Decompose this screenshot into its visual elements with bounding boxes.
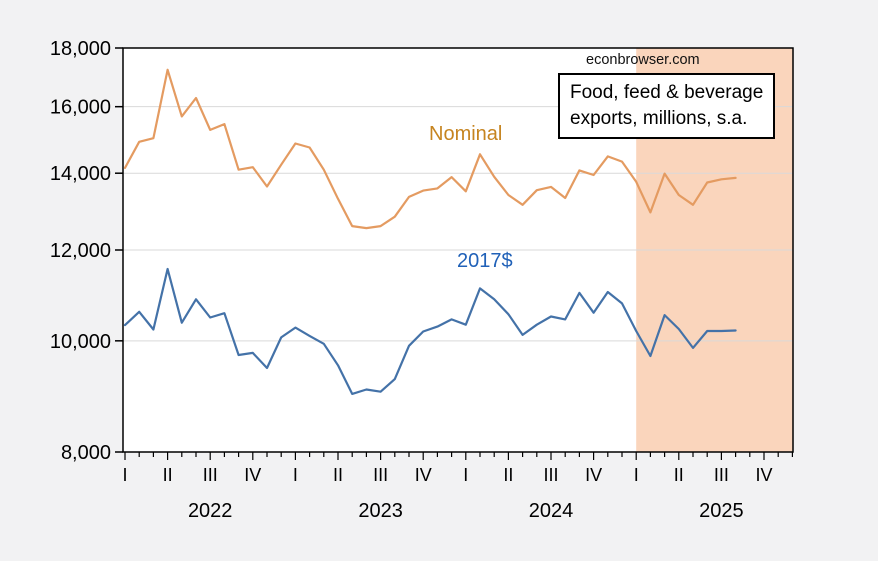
chart-title-line2: exports, millions, s.a. [570, 108, 748, 129]
year-tick-label: 2023 [358, 500, 403, 522]
quarter-tick-label: III [203, 465, 218, 485]
econbrowser-watermark: econbrowser.com [586, 52, 700, 68]
nominal-series-line [123, 68, 737, 230]
y-tick-label: 8,000 [61, 442, 111, 464]
year-tick-label: 2022 [188, 500, 233, 522]
quarter-tick-label: IV [585, 465, 602, 485]
chart-title-box: Food, feed & beverage exports, millions,… [558, 73, 775, 139]
y-tick-label: 14,000 [50, 163, 111, 185]
y-tick-label: 16,000 [50, 97, 111, 119]
quarter-tick-label: III [373, 465, 388, 485]
quarter-tick-label: I [634, 465, 639, 485]
quarter-tick-label: II [163, 465, 173, 485]
real-series-line [123, 267, 737, 395]
nominal-series-label: Nominal [429, 123, 503, 145]
quarter-tick-label: I [463, 465, 468, 485]
quarter-tick-label: IV [415, 465, 432, 485]
chart-title-line1: Food, feed & beverage [570, 82, 764, 103]
y-tick-label: 12,000 [50, 240, 111, 262]
quarter-tick-label: I [293, 465, 298, 485]
quarter-tick-label: I [122, 465, 127, 485]
y-axis: 8,000 10,000 12,000 14,000 16,000 18,000 [50, 38, 123, 464]
quarter-tick-label: IV [244, 465, 261, 485]
quarter-tick-label: II [333, 465, 343, 485]
y-tick-label: 10,000 [50, 331, 111, 353]
real-series-label: 2017$ [457, 250, 513, 272]
quarter-tick-label: IV [755, 465, 772, 485]
y-tick-label: 18,000 [50, 38, 111, 60]
year-tick-label: 2025 [699, 500, 744, 522]
quarter-tick-label: II [674, 465, 684, 485]
quarter-tick-label: II [503, 465, 513, 485]
quarter-tick-label: III [714, 465, 729, 485]
year-tick-label: 2024 [529, 500, 574, 522]
quarter-tick-label: III [543, 465, 558, 485]
